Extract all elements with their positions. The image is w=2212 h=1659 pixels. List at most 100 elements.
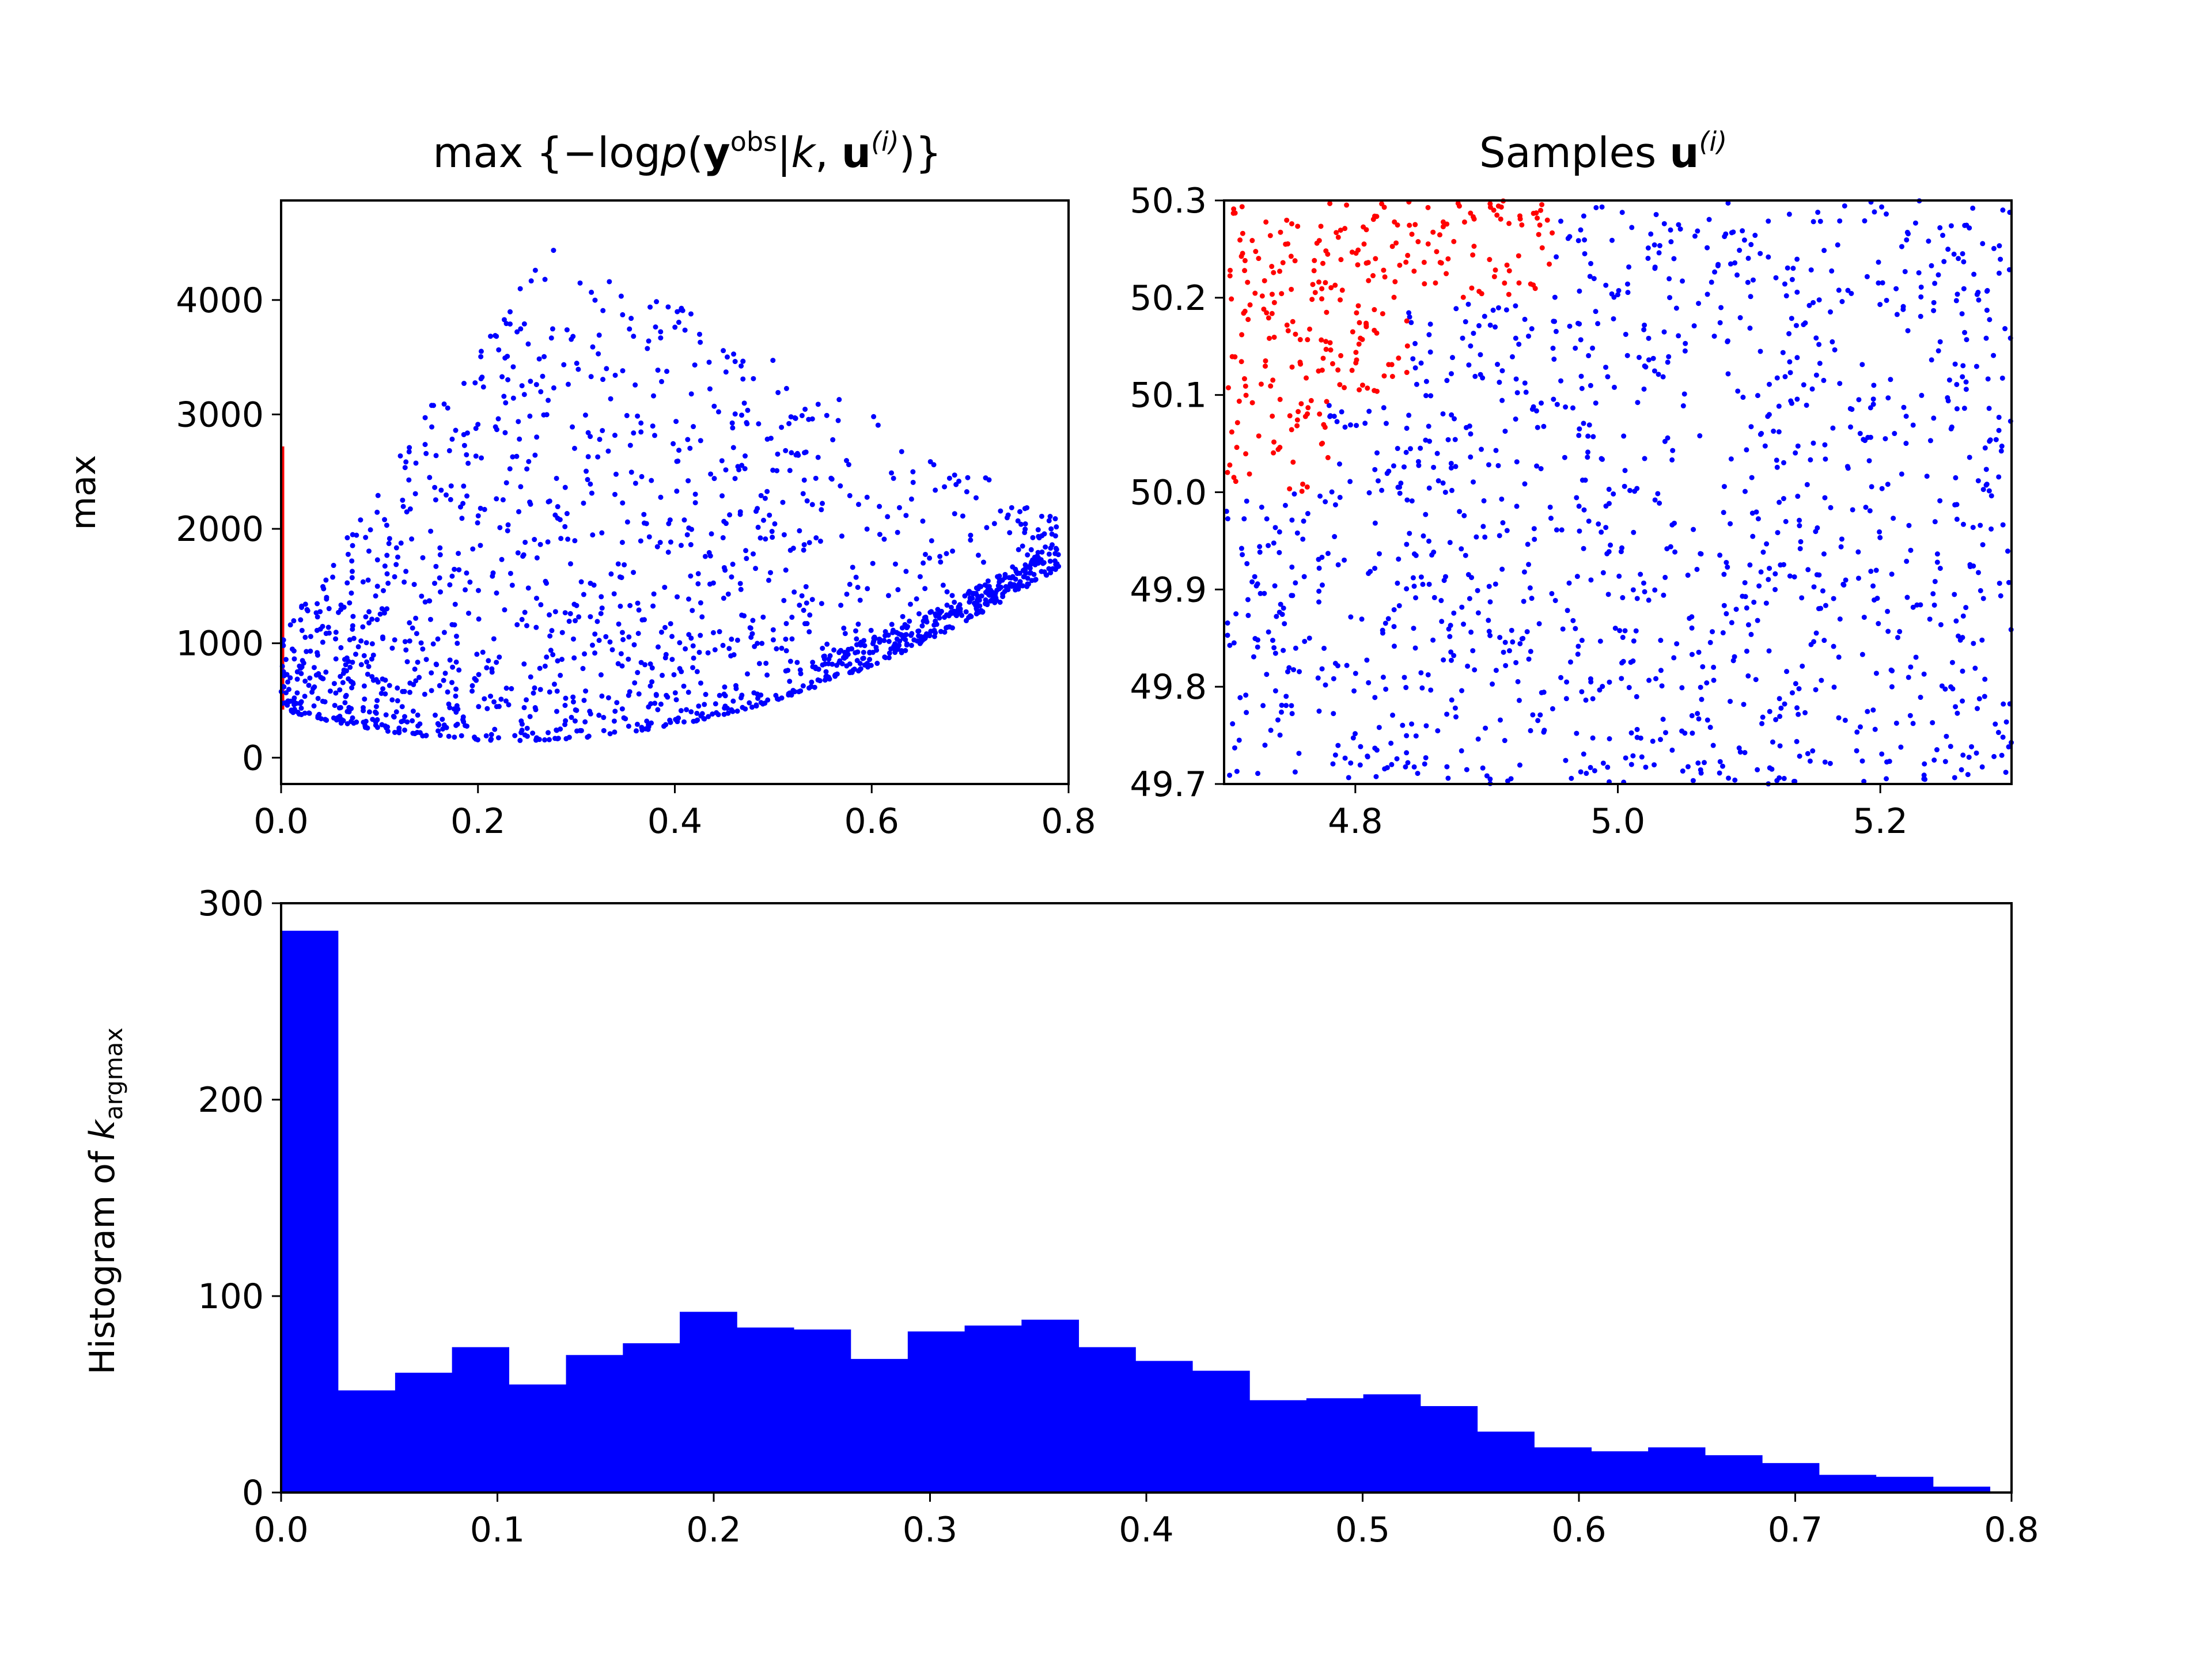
- sample-point: [1597, 687, 1603, 693]
- sample-point-highlight: [1297, 337, 1303, 343]
- sample-point: [1484, 773, 1490, 779]
- sample-point: [1550, 346, 1556, 351]
- sample-point-highlight: [1539, 245, 1545, 251]
- sample-point: [1504, 528, 1510, 533]
- sample-point: [1737, 248, 1743, 253]
- scatter-point: [414, 631, 419, 637]
- sample-point-highlight: [1237, 237, 1243, 243]
- scatter-point: [855, 585, 861, 590]
- scatter-point: [745, 407, 751, 413]
- scatter-point: [382, 723, 388, 729]
- sample-point: [1508, 776, 1514, 782]
- sample-point: [1506, 648, 1512, 654]
- scatter-point: [552, 609, 558, 615]
- sample-point: [1554, 402, 1560, 407]
- histogram-bar: [1249, 1400, 1307, 1493]
- scatter-point: [311, 665, 317, 671]
- sample-point: [1642, 363, 1647, 369]
- sample-point: [1679, 728, 1685, 734]
- scatter-point: [791, 589, 797, 595]
- sample-point: [1244, 710, 1249, 715]
- sample-point-highlight: [1285, 241, 1291, 247]
- scatter-point: [450, 664, 456, 670]
- scatter-point: [590, 344, 596, 350]
- sample-point: [1600, 684, 1605, 690]
- sample-point-highlight: [1516, 280, 1522, 286]
- sample-point: [1751, 599, 1757, 605]
- scatter-point: [962, 593, 968, 599]
- scatter-point: [900, 613, 906, 619]
- sample-point: [1741, 702, 1747, 707]
- sample-point: [1931, 602, 1937, 608]
- sample-point: [1323, 682, 1328, 688]
- sample-point: [1876, 621, 1881, 627]
- scatter-point: [910, 479, 916, 485]
- sample-point: [1530, 712, 1536, 718]
- scatter-point: [495, 735, 501, 741]
- sample-point: [1810, 440, 1816, 446]
- scatter-point: [1046, 566, 1052, 571]
- sample-point: [1895, 635, 1900, 641]
- scatter-point: [761, 517, 767, 523]
- sample-point-highlight: [1289, 221, 1294, 226]
- sample-point: [1475, 588, 1480, 593]
- scatter-point: [933, 487, 938, 493]
- sample-point: [1395, 446, 1400, 452]
- sample-point-highlight: [1271, 334, 1277, 340]
- scatter-point: [730, 562, 736, 567]
- scatter-point: [820, 646, 825, 652]
- sample-point-highlight: [1230, 210, 1236, 216]
- sample-point-highlight: [1338, 228, 1343, 233]
- scatter-point: [350, 660, 355, 665]
- scatter-point: [521, 321, 527, 327]
- scatter-point: [601, 715, 607, 721]
- sample-point: [1639, 754, 1645, 760]
- sample-point: [1372, 745, 1378, 751]
- sample-point: [1374, 450, 1380, 456]
- sample-point: [1704, 680, 1710, 685]
- scatter-point: [354, 532, 359, 538]
- sample-point: [1793, 681, 1798, 687]
- scatter-point: [619, 706, 625, 712]
- sample-point: [1244, 560, 1250, 566]
- scatter-point: [308, 648, 313, 654]
- scatter-point: [503, 480, 509, 486]
- sample-point: [1982, 445, 1988, 451]
- scatter-point: [493, 332, 498, 338]
- sample-point: [1558, 218, 1564, 224]
- sample-point-highlight: [1396, 355, 1402, 361]
- sample-point: [1663, 730, 1669, 736]
- sample-point: [1695, 228, 1700, 234]
- sample-point: [1777, 743, 1783, 749]
- sample-point-highlight: [1287, 413, 1293, 419]
- sample-point: [1845, 287, 1851, 293]
- scatter-point: [433, 497, 438, 503]
- sample-point: [1674, 641, 1680, 647]
- sample-point: [1541, 423, 1547, 429]
- scatter-point: [435, 721, 441, 726]
- sample-point: [1515, 679, 1521, 684]
- sample-point: [1625, 290, 1631, 296]
- scatter-point: [574, 361, 579, 366]
- sample-point: [1807, 758, 1813, 764]
- scatter-point: [445, 405, 450, 411]
- x-tick-label: 0.4: [647, 801, 702, 842]
- sample-point-highlight: [1389, 373, 1395, 379]
- sample-point: [1744, 447, 1749, 453]
- sample-point: [1810, 748, 1816, 754]
- sample-point: [1816, 342, 1822, 347]
- histogram-bar: [793, 1329, 851, 1493]
- sample-point: [1863, 505, 1869, 510]
- sample-point: [1794, 396, 1800, 402]
- scatter-point: [333, 636, 339, 642]
- sample-point-highlight: [1338, 257, 1344, 263]
- scatter-point: [470, 546, 476, 552]
- sample-point: [1397, 484, 1403, 490]
- sample-point: [1600, 570, 1606, 575]
- scatter-point: [886, 638, 892, 644]
- sample-point-highlight: [1319, 368, 1325, 373]
- scatter-point: [453, 659, 459, 665]
- scatter-point: [403, 647, 409, 653]
- scatter-point: [857, 597, 863, 603]
